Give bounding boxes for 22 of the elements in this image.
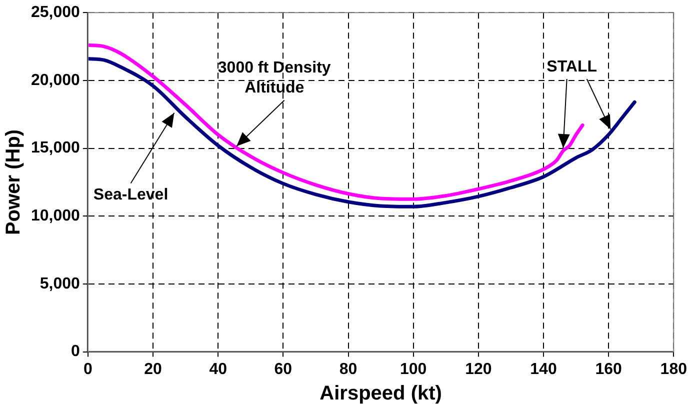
annotation: STALL xyxy=(546,58,598,76)
x-tick-label: 80 xyxy=(339,360,358,378)
y-tick-label: 5,000 xyxy=(40,275,80,292)
line-series xyxy=(88,56,636,208)
annotation: 3000 ft Density Altitude xyxy=(218,60,331,97)
x-tick-label: 100 xyxy=(400,360,427,378)
x-tick-label: 40 xyxy=(209,360,228,378)
x-tick-label: 180 xyxy=(660,360,688,378)
annotation: Sea-Level xyxy=(93,186,168,204)
y-tick-label: 15,000 xyxy=(31,140,80,157)
x-tick-label: 120 xyxy=(465,360,492,378)
y-tick-label: 10,000 xyxy=(31,208,80,225)
y-tick-label: 25,000 xyxy=(31,4,80,22)
x-tick-label: 20 xyxy=(144,360,162,378)
x-tick-label: 0 xyxy=(83,360,92,378)
x-tick-label: 160 xyxy=(595,360,622,378)
y-axis-title: Power (Hp) xyxy=(2,129,25,235)
x-tick-label: 140 xyxy=(530,360,557,378)
y-tick-label: 20,000 xyxy=(31,72,80,89)
x-tick-label: 60 xyxy=(274,360,292,378)
x-axis-title: Airspeed (kt) xyxy=(320,382,442,405)
y-tick-label: 0 xyxy=(71,343,80,360)
